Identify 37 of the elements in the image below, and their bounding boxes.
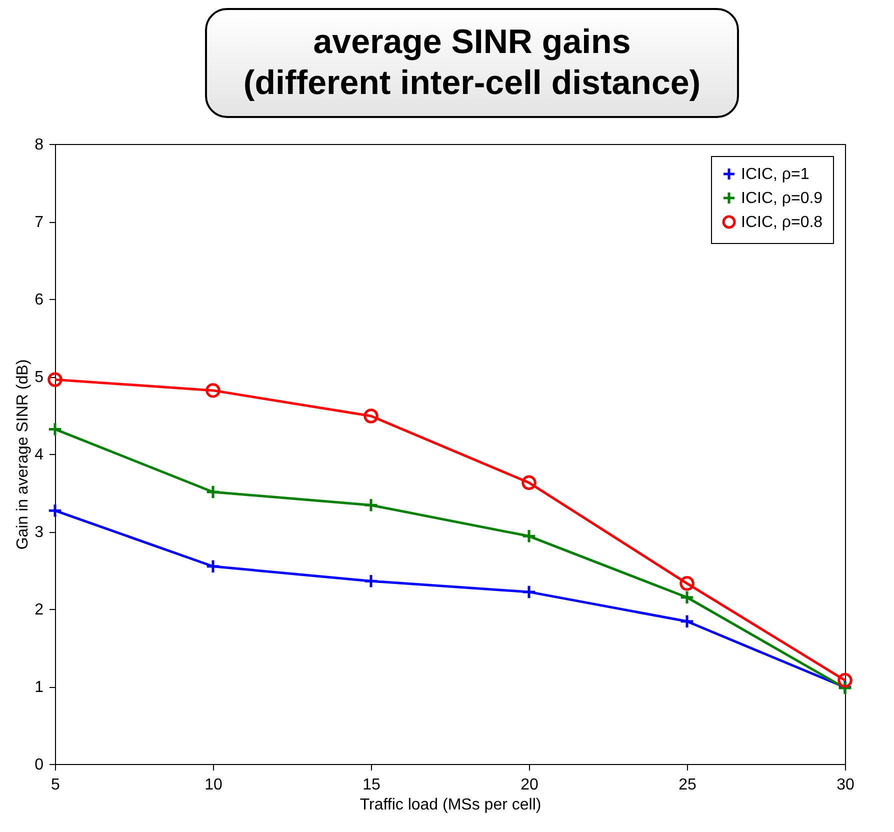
x-axis-title: Traffic load (MSs per cell): [360, 796, 542, 814]
y-tick-label: 1: [34, 679, 44, 696]
y-tick-label: 4: [34, 446, 44, 464]
point: [522, 584, 536, 600]
y-tick-label: 2: [34, 602, 44, 618]
y-tick-label: 8: [34, 136, 44, 154]
y-tick-label: 6: [34, 292, 44, 308]
point: [838, 672, 852, 688]
point: [48, 422, 62, 437]
point: [206, 559, 220, 574]
point: [206, 484, 220, 500]
legend-label: ICIC, ρ=0.8: [741, 214, 823, 231]
point: [364, 574, 378, 588]
point: [206, 383, 220, 398]
point: [364, 498, 378, 513]
x-tick-label: 5: [51, 776, 60, 794]
legend-label: ICIC, ρ=0.9: [741, 190, 823, 207]
point: [680, 576, 694, 591]
y-tick-label: 3: [34, 524, 44, 541]
point: [48, 503, 62, 518]
point: [680, 590, 694, 605]
legend-label: ICIC, ρ=1: [741, 166, 810, 183]
x-tick-label: 25: [678, 776, 696, 794]
chart-title: average SINR gains (different inter-cell distance): [205, 8, 739, 118]
point: [522, 475, 536, 490]
y-tick-label: 5: [34, 369, 44, 386]
point: [522, 528, 536, 544]
x-tick-label: 10: [204, 776, 222, 794]
x-tick-label: 20: [520, 776, 538, 794]
x-tick-label: 15: [362, 776, 380, 794]
point: [364, 408, 378, 424]
y-axis-title: Gain in average SINR (dB): [14, 359, 32, 550]
point: [680, 614, 694, 629]
point: [48, 372, 62, 387]
y-tick-label: 0: [34, 756, 44, 774]
x-tick-label: 30: [836, 776, 854, 794]
y-tick-label: 7: [34, 214, 44, 231]
